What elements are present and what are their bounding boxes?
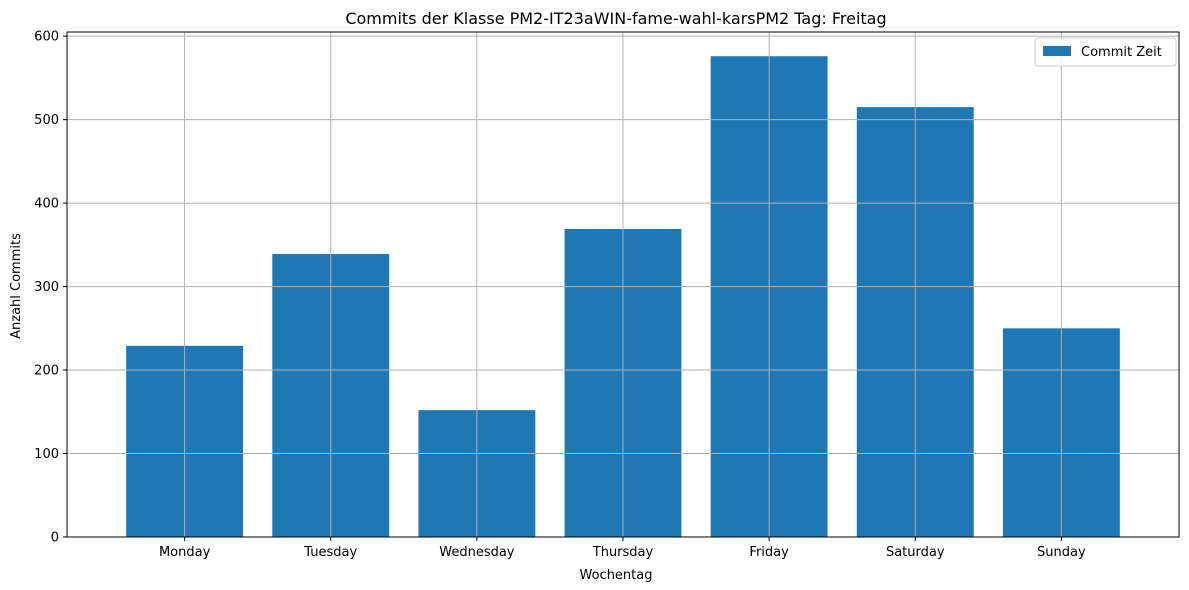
x-tick-label: Monday: [159, 545, 211, 560]
chart-title: Commits der Klasse PM2-IT23aWIN-fame-wah…: [345, 9, 886, 28]
y-tick-label: 300: [34, 280, 59, 295]
x-tick-label: Tuesday: [303, 545, 357, 560]
legend-label: Commit Zeit: [1081, 45, 1162, 60]
legend-swatch: [1043, 46, 1071, 56]
y-tick-label: 600: [34, 30, 59, 45]
y-tick-label: 100: [34, 447, 59, 462]
x-tick-label: Wednesday: [439, 545, 515, 560]
x-tick-label: Sunday: [1037, 545, 1086, 560]
y-tick-label: 0: [51, 531, 59, 546]
x-tick-label: Saturday: [886, 545, 945, 560]
x-axis-title: Wochentag: [580, 568, 653, 583]
y-tick-label: 400: [34, 197, 59, 212]
y-axis-title: Anzahl Commits: [9, 233, 24, 339]
x-tick-label: Thursday: [592, 545, 654, 560]
y-tick-label: 200: [34, 364, 59, 379]
legend-box: [1034, 37, 1177, 67]
x-axis: Monday Tuesday Wednesday Thursday Friday Satu…: [159, 537, 1086, 560]
x-tick-label: Friday: [749, 545, 789, 560]
legend: Commit Zeit: [1034, 37, 1177, 67]
y-axis: 0 100 200 300 400 500 600: [34, 30, 67, 546]
y-tick-label: 500: [34, 113, 59, 128]
